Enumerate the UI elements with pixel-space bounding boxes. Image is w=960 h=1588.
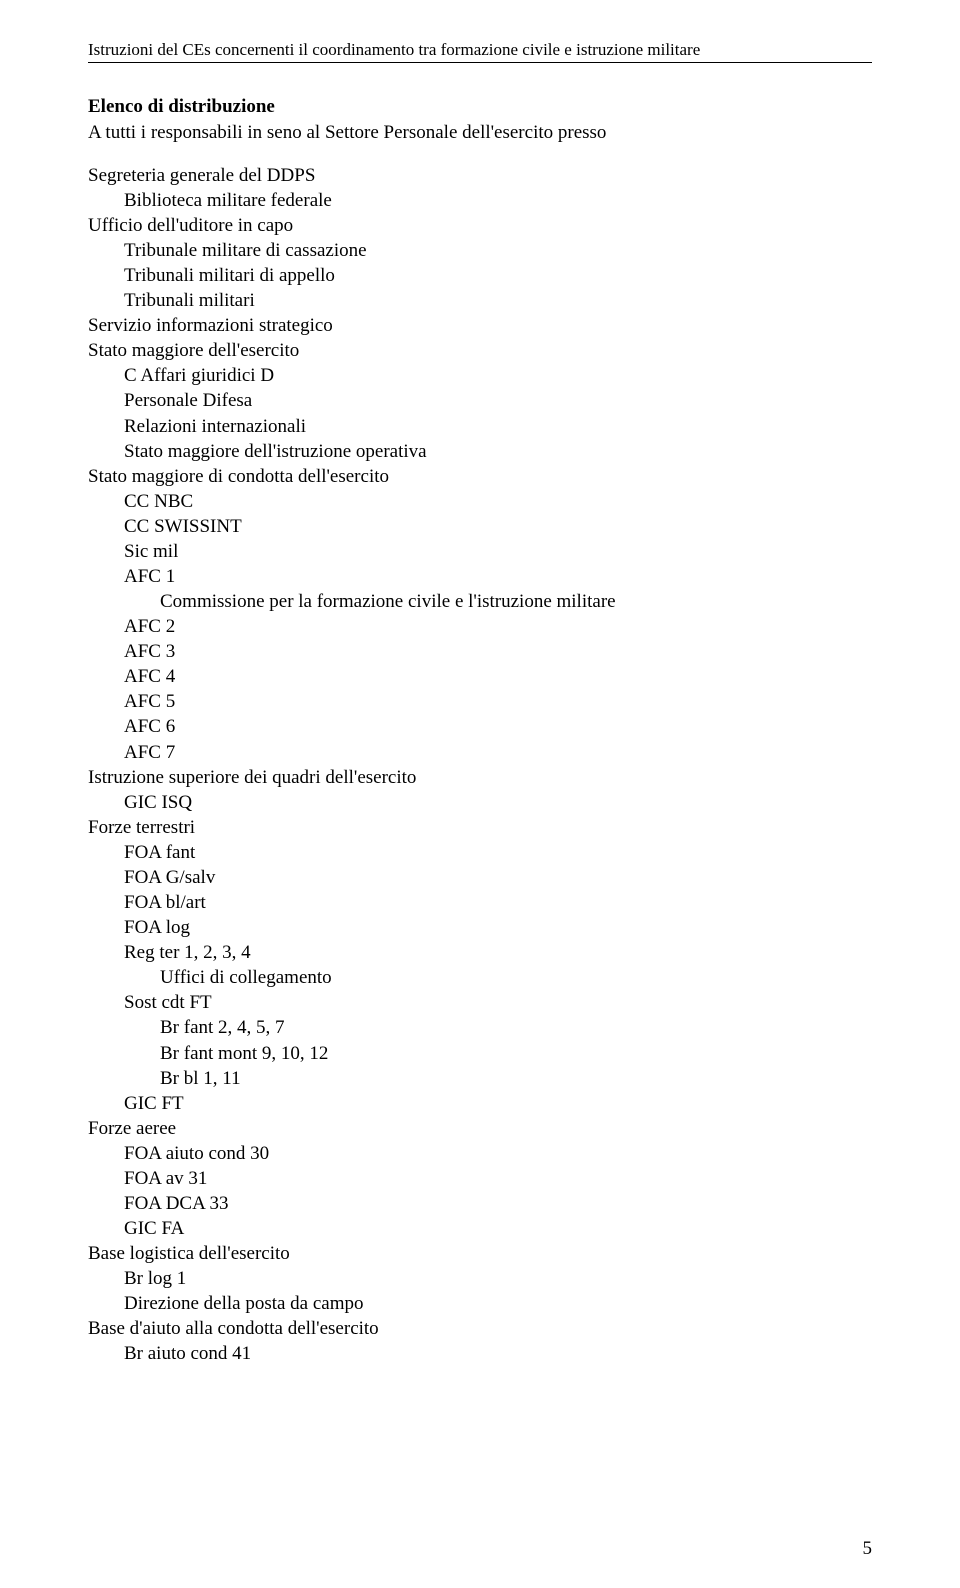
page-number: 5 — [863, 1538, 873, 1560]
list-item: FOA bl/art — [124, 890, 872, 915]
list-item: AFC 5 — [124, 689, 872, 714]
list-item: GIC ISQ — [124, 790, 872, 815]
list-item: AFC 6 — [124, 714, 872, 739]
list-item: CC SWISSINT — [124, 514, 872, 539]
list-item: AFC 2 — [124, 614, 872, 639]
list-item: Base d'aiuto alla condotta dell'esercito — [88, 1316, 872, 1341]
list-item: Br aiuto cond 41 — [124, 1341, 872, 1366]
list-item: AFC 3 — [124, 639, 872, 664]
list-item: FOA log — [124, 915, 872, 940]
list-item: Tribunali militari di appello — [124, 263, 872, 288]
list-item: Br fant 2, 4, 5, 7 — [160, 1015, 872, 1040]
list-item: Br fant mont 9, 10, 12 — [160, 1041, 872, 1066]
list-item: Tribunale militare di cassazione — [124, 238, 872, 263]
list-item: Personale Difesa — [124, 388, 872, 413]
list-item: Reg ter 1, 2, 3, 4 — [124, 940, 872, 965]
list-item: FOA av 31 — [124, 1166, 872, 1191]
list-item: Tribunali militari — [124, 288, 872, 313]
list-item: Br log 1 — [124, 1266, 872, 1291]
list-item: Br bl 1, 11 — [160, 1066, 872, 1091]
list-item: Commissione per la formazione civile e l… — [160, 589, 872, 614]
list-item: FOA DCA 33 — [124, 1191, 872, 1216]
list-item: GIC FA — [124, 1216, 872, 1241]
list-item: Sic mil — [124, 539, 872, 564]
distribution-subtitle: A tutti i responsabili in seno al Settor… — [88, 120, 872, 145]
distribution-list: Segreteria generale del DDPSBiblioteca m… — [88, 163, 872, 1367]
list-item: GIC FT — [124, 1091, 872, 1116]
list-item: Stato maggiore di condotta dell'esercito — [88, 464, 872, 489]
list-item: Stato maggiore dell'esercito — [88, 338, 872, 363]
list-item: Base logistica dell'esercito — [88, 1241, 872, 1266]
list-item: Direzione della posta da campo — [124, 1291, 872, 1316]
list-item: Servizio informazioni strategico — [88, 313, 872, 338]
distribution-title: Elenco di distribuzione — [88, 95, 872, 120]
list-item: Forze terrestri — [88, 815, 872, 840]
list-item: Stato maggiore dell'istruzione operativa — [124, 439, 872, 464]
list-item: Biblioteca militare federale — [124, 188, 872, 213]
document-header: Istruzioni del CEs concernenti il coordi… — [88, 40, 872, 63]
list-item: AFC 1 — [124, 564, 872, 589]
list-item: FOA fant — [124, 840, 872, 865]
list-item: AFC 7 — [124, 740, 872, 765]
list-item: CC NBC — [124, 489, 872, 514]
list-item: Istruzione superiore dei quadri dell'ese… — [88, 765, 872, 790]
list-item: Segreteria generale del DDPS — [88, 163, 872, 188]
list-item: AFC 4 — [124, 664, 872, 689]
list-item: Relazioni internazionali — [124, 414, 872, 439]
list-item: FOA G/salv — [124, 865, 872, 890]
list-item: Sost cdt FT — [124, 990, 872, 1015]
list-item: Uffici di collegamento — [160, 965, 872, 990]
spacer — [88, 145, 872, 163]
list-item: FOA aiuto cond 30 — [124, 1141, 872, 1166]
list-item: C Affari giuridici D — [124, 363, 872, 388]
list-item: Forze aeree — [88, 1116, 872, 1141]
list-item: Ufficio dell'uditore in capo — [88, 213, 872, 238]
